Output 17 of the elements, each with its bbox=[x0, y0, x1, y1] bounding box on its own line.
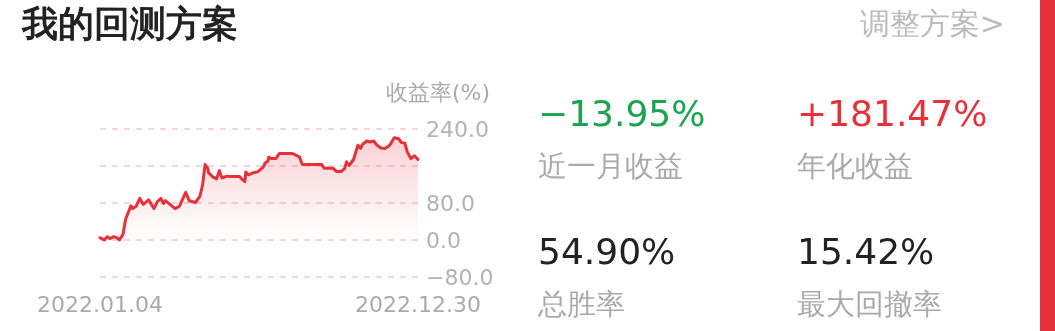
text: 调整方案> bbox=[859, 6, 1005, 41]
text: 年化收益 bbox=[797, 149, 913, 183]
text: 最大回撤率 bbox=[797, 287, 942, 321]
x-tick-label: 2022.12.30 bbox=[355, 292, 481, 317]
text: 15.42% bbox=[797, 231, 935, 272]
y-tick-label: 240.0 bbox=[426, 117, 489, 142]
y-tick-label: 80.0 bbox=[426, 191, 475, 216]
y-axis-title: 收益率(%) bbox=[385, 80, 490, 105]
x-tick-label: 2022.01.04 bbox=[37, 292, 163, 317]
y-tick-label: −80.0 bbox=[426, 265, 494, 290]
text: 总胜率 bbox=[537, 287, 625, 321]
y-tick-label: 0.0 bbox=[426, 228, 461, 253]
text: +181.47% bbox=[797, 93, 988, 134]
text: 54.90% bbox=[538, 231, 676, 272]
text: 近一月收益 bbox=[538, 149, 683, 183]
chart-title: 我的回测方案 bbox=[21, 3, 238, 44]
text: −13.95% bbox=[538, 93, 706, 134]
